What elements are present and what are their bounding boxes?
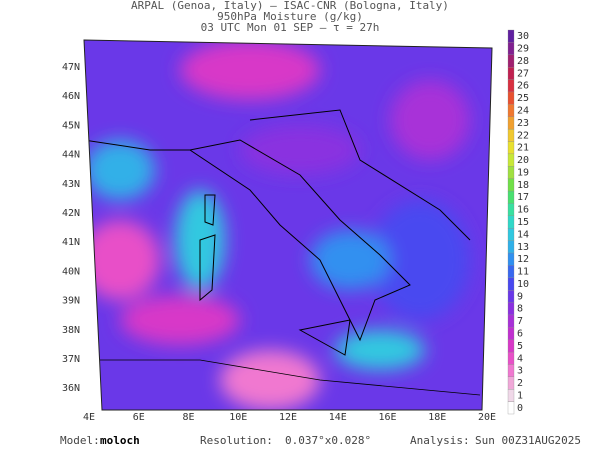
colorbar-swatch [507,203,515,216]
lon-tick-label: 12E [279,412,297,423]
colorbar-label: 30 [517,31,529,42]
colorbar-swatch [507,215,515,229]
colorbar-label: 7 [517,316,523,327]
colorbar-label: 16 [517,205,529,216]
colorbar-label: 8 [517,304,523,315]
header-line: 03 UTC Mon 01 SEP – τ = 27h [201,21,380,34]
colorbar-label: 5 [517,341,523,352]
colorbar-label: 19 [517,167,529,178]
colorbar-swatch [507,104,515,117]
lon-tick-label: 10E [229,412,247,423]
lat-tick-label: 43N [62,179,80,190]
colorbar-label: 3 [517,366,523,377]
header-line: ARPAL (Genoa, Italy) – ISAC-CNR (Bologna… [131,0,449,12]
colorbar-label: 17 [517,192,529,203]
lon-tick-label: 18E [428,412,446,423]
colorbar-swatch [507,389,515,402]
colorbar-swatch [507,166,515,179]
lon-tick-label: 8E [182,412,194,423]
colorbar-swatch [507,29,515,43]
colorbar-swatch [507,265,515,278]
colorbar-swatch [507,91,515,105]
footer-label: Model: [60,434,100,447]
colorbar-label: 1 [517,390,523,401]
footer-label: Analysis: [410,434,470,447]
colorbar-swatch [507,79,515,93]
colorbar-label: 28 [517,56,529,67]
colorbar-label: 10 [517,279,529,290]
colorbar-label: 9 [517,291,523,302]
colorbar-label: 21 [517,143,529,154]
lon-tick-label: 20E [478,412,496,423]
colorbar-swatch [507,128,515,142]
footer-value: Sun 00Z31AUG2025 [475,434,581,447]
colorbar-swatch [507,116,515,130]
colorbar-label: 27 [517,68,529,79]
colorbar-label: 29 [517,44,529,55]
colorbar-label: 14 [517,229,529,240]
colorbar-label: 26 [517,81,529,92]
lat-tick-label: 36N [62,383,80,394]
colorbar-swatch [507,277,515,291]
colorbar-swatch [507,351,515,365]
lon-tick-label: 14E [329,412,347,423]
colorbar-swatch [507,327,515,340]
colorbar-swatch [507,67,515,80]
colorbar-label: 11 [517,267,529,278]
lat-tick-label: 40N [62,266,80,277]
colorbar-label: 15 [517,217,529,228]
lon-tick-label: 16E [378,412,396,423]
colorbar-swatch [507,376,515,390]
colorbar: 0123456789101112131415161718192021222324… [507,29,529,415]
colorbar-swatch [507,54,515,68]
colorbar-swatch [507,178,515,192]
colorbar-label: 4 [517,353,523,364]
lat-tick-label: 45N [62,120,80,131]
footer-value: moloch [100,434,140,447]
colorbar-swatch [507,252,515,266]
lat-tick-label: 41N [62,237,80,248]
colorbar-swatch [507,401,515,415]
colorbar-swatch [507,314,515,328]
colorbar-swatch [507,240,515,254]
header-line: 950hPa Moisture (g/kg) [217,10,363,23]
colorbar-label: 6 [517,328,523,339]
colorbar-label: 18 [517,180,529,191]
lat-tick-label: 38N [62,325,80,336]
colorbar-swatch [507,364,515,377]
colorbar-swatch [507,190,515,204]
colorbar-label: 0 [517,403,523,414]
lat-tick-label: 46N [62,91,80,102]
lat-tick-label: 37N [62,354,80,365]
lat-tick-label: 42N [62,208,80,219]
colorbar-swatch [507,153,515,167]
colorbar-swatch [507,302,515,316]
colorbar-label: 23 [517,118,529,129]
colorbar-label: 24 [517,106,529,117]
colorbar-label: 22 [517,130,529,141]
lat-tick-label: 47N [62,62,80,73]
lon-tick-label: 4E [83,412,95,423]
colorbar-swatch [507,339,515,353]
colorbar-swatch [507,228,515,241]
colorbar-label: 25 [517,93,529,104]
lat-tick-label: 39N [62,296,80,307]
map-frame [83,39,493,411]
colorbar-swatch [507,42,515,55]
lon-tick-label: 6E [133,412,145,423]
colorbar-label: 2 [517,378,523,389]
lon-axis: 4E 6E 8E 10E 12E 14E 16E 18E 20E [83,412,496,423]
colorbar-label: 13 [517,242,529,253]
moisture-field [84,40,492,410]
colorbar-swatch [507,141,515,155]
lat-axis: 47N 46N 45N 44N 43N 42N 41N 40N 39N 38N 37N 36N [62,62,80,394]
footer-value: 0.037°x0.028° [285,434,371,447]
colorbar-swatch [507,289,515,303]
colorbar-label: 12 [517,254,529,265]
footer-label: Resolution: [200,434,273,447]
lat-tick-label: 44N [62,150,80,161]
colorbar-label: 20 [517,155,529,166]
